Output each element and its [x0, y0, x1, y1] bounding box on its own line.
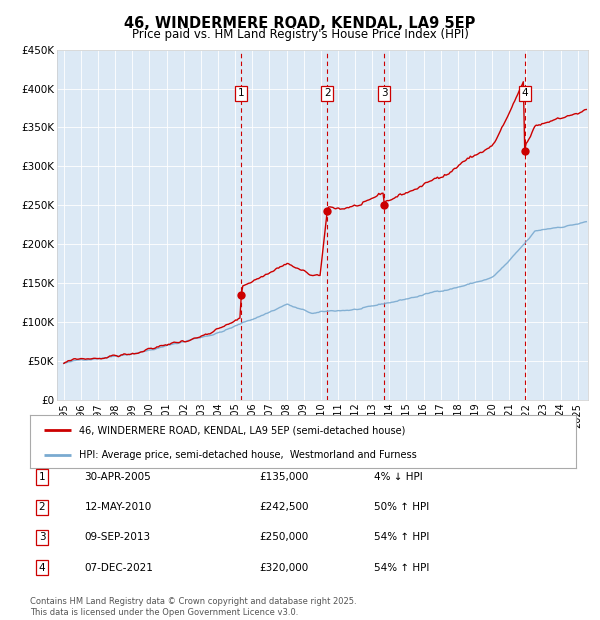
- Text: 09-SEP-2013: 09-SEP-2013: [85, 533, 151, 542]
- Text: 3: 3: [38, 533, 46, 542]
- Text: 1: 1: [238, 89, 244, 99]
- Text: 50% ↑ HPI: 50% ↑ HPI: [374, 502, 429, 512]
- Text: 4% ↓ HPI: 4% ↓ HPI: [374, 472, 423, 482]
- Text: Price paid vs. HM Land Registry's House Price Index (HPI): Price paid vs. HM Land Registry's House …: [131, 28, 469, 41]
- Text: 46, WINDERMERE ROAD, KENDAL, LA9 5EP: 46, WINDERMERE ROAD, KENDAL, LA9 5EP: [124, 16, 476, 30]
- Text: 46, WINDERMERE ROAD, KENDAL, LA9 5EP (semi-detached house): 46, WINDERMERE ROAD, KENDAL, LA9 5EP (se…: [79, 425, 406, 435]
- Text: 4: 4: [522, 89, 529, 99]
- Text: £250,000: £250,000: [259, 533, 308, 542]
- Text: 07-DEC-2021: 07-DEC-2021: [85, 563, 154, 573]
- Text: £242,500: £242,500: [259, 502, 309, 512]
- Text: 1: 1: [38, 472, 46, 482]
- Text: 4: 4: [38, 563, 46, 573]
- Text: 30-APR-2005: 30-APR-2005: [85, 472, 151, 482]
- Text: 3: 3: [380, 89, 388, 99]
- Text: 2: 2: [324, 89, 331, 99]
- Text: 2: 2: [38, 502, 46, 512]
- Text: 12-MAY-2010: 12-MAY-2010: [85, 502, 152, 512]
- Text: Contains HM Land Registry data © Crown copyright and database right 2025.
This d: Contains HM Land Registry data © Crown c…: [30, 598, 356, 617]
- Text: £320,000: £320,000: [259, 563, 308, 573]
- Text: 54% ↑ HPI: 54% ↑ HPI: [374, 533, 430, 542]
- Text: 54% ↑ HPI: 54% ↑ HPI: [374, 563, 430, 573]
- Text: £135,000: £135,000: [259, 472, 308, 482]
- Text: HPI: Average price, semi-detached house,  Westmorland and Furness: HPI: Average price, semi-detached house,…: [79, 450, 417, 460]
